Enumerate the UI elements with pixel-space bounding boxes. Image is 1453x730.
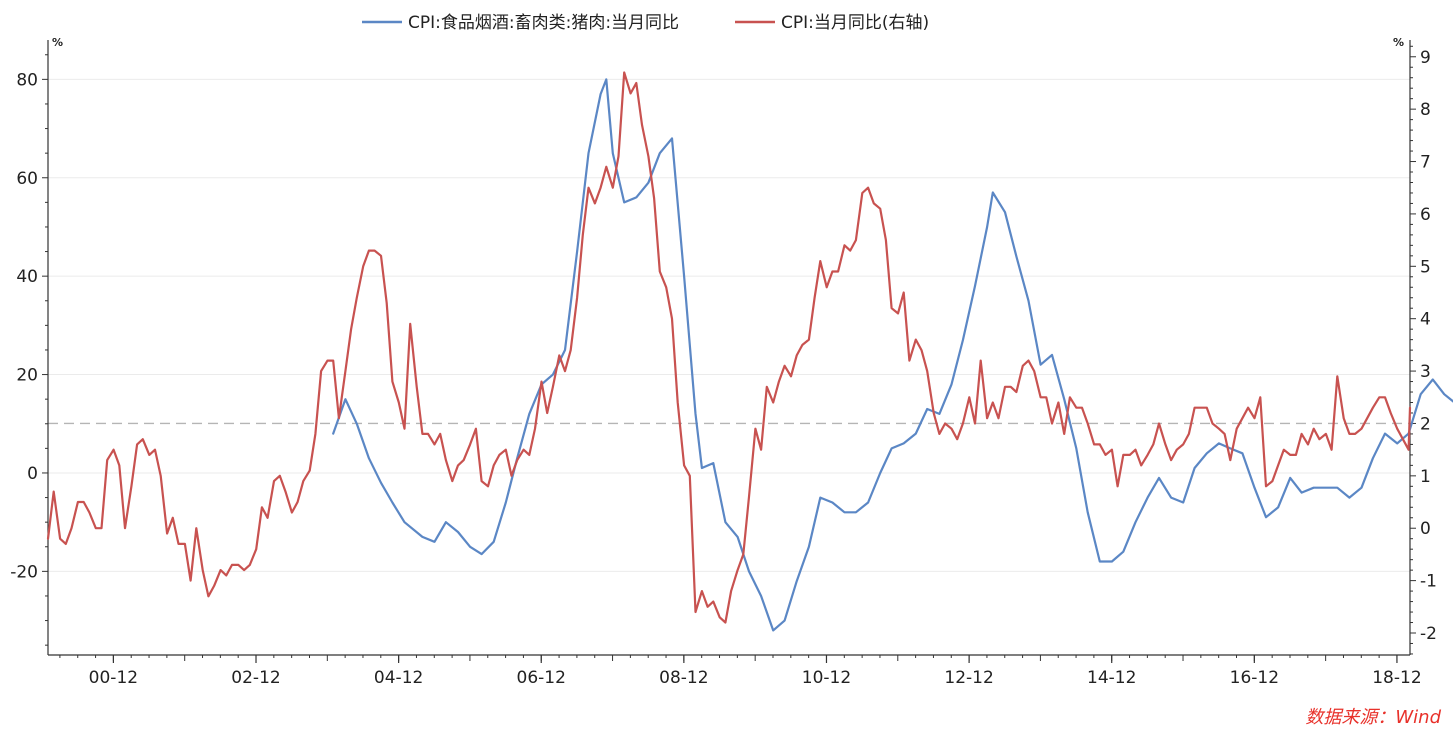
x-tick-label: 18-12 [1372,668,1421,688]
x-tick-label: 16-12 [1230,668,1279,688]
left-tick-label: 0 [27,464,38,484]
grid [48,78,1410,572]
right-tick-label: 8 [1420,100,1431,120]
right-tick-label: 7 [1420,153,1431,173]
x-tick-label: 00-12 [89,668,138,688]
left-tick-label: 80 [16,70,38,90]
right-tick-label: -1 [1420,572,1437,592]
x-tick-label: 06-12 [517,668,566,688]
series-line-pork-cpi [332,78,1453,632]
x-tick-label: 04-12 [374,668,423,688]
left-tick-label: 40 [16,267,38,287]
right-tick-label: 9 [1420,48,1431,68]
left-tick-label: -20 [10,562,38,582]
source-note: 数据来源：Wind [1305,707,1441,728]
axes: -20 0 20 40 60 80% -2 -1 0 1 2 3 4 5 6 7 8 9% 00-12 02-12 04… [10,36,1437,688]
left-tick-label: 60 [16,169,38,189]
legend: CPI:食品烟酒:畜肉类:猪肉:当月同比 CPI:当月同比(右轴) [362,13,929,33]
series-line-cpi [46,71,1412,624]
left-unit-label: % [52,36,63,49]
right-tick-label: 2 [1420,414,1431,434]
x-tick-label: 08-12 [659,668,708,688]
x-tick-label: 10-12 [802,668,851,688]
legend-label: CPI:当月同比(右轴) [781,13,929,33]
right-tick-label: 1 [1420,467,1431,487]
left-tick-label: 20 [16,366,38,386]
right-tick-label: -2 [1420,624,1437,644]
right-tick-label: 6 [1420,205,1431,225]
x-tick-label: 02-12 [231,668,280,688]
right-tick-label: 4 [1420,310,1431,330]
right-tick-label: 3 [1420,362,1431,382]
x-tick-label: 14-12 [1087,668,1136,688]
x-tick-label: 12-12 [944,668,993,688]
right-unit-label: % [1393,36,1404,49]
right-tick-label: 5 [1420,257,1431,277]
right-tick-label: 0 [1420,519,1431,539]
legend-label: CPI:食品烟酒:畜肉类:猪肉:当月同比 [408,13,679,33]
series-layer [46,71,1453,632]
